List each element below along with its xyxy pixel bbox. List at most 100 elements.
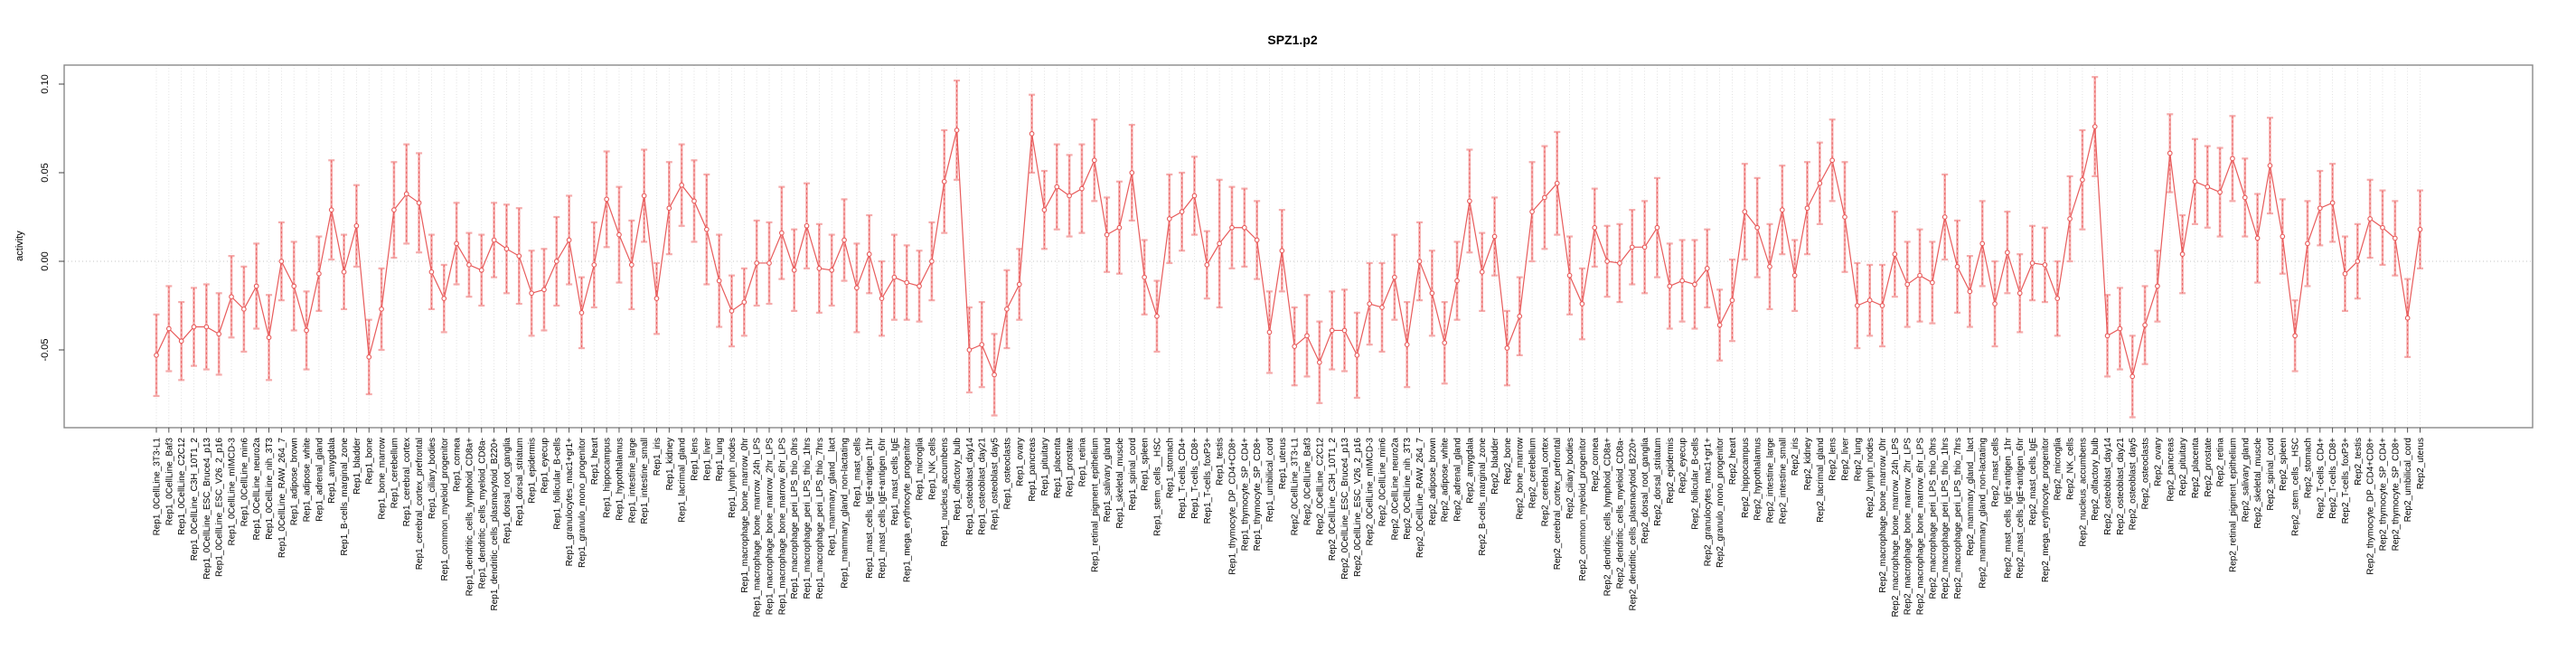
x-category-label: Rep2_bone_marrow [1516,437,1526,519]
data-point [616,231,622,238]
x-category-label: Rep2_retinal_pigment_epithelium [2228,438,2238,572]
x-category-label: Rep1_dorsal_root_ganglia [503,438,512,544]
x-category-label: Rep2_cerebral_cortex [1540,438,1550,526]
x-category-label: Rep1_cerebellum [390,438,400,508]
x-category-label: Rep1_0CellLine_ESC_Bruce4_p13 [202,438,212,580]
x-category-label: Rep1_0CellLine_C3H_10T1_2 [190,438,200,561]
data-point [1254,237,1260,243]
x-category-label: Rep2_B-cells_marginal_zone [1478,438,1488,556]
x-category-label: Rep2_dorsal_striatum [1653,438,1663,526]
x-category-label: Rep1_macrophage_bone_marrow_0hr [740,437,750,592]
x-category-label: Rep2_dorsal_root_ganglia [1641,438,1650,544]
x-category-label: Rep2_follicular_B-cells [1690,438,1700,530]
x-category-label: Rep2_osteoclasts [2141,438,2151,510]
data-point [2242,194,2248,201]
data-point [2292,333,2298,339]
data-point [2142,322,2148,328]
data-point [1329,327,1335,334]
x-category-label: Rep2_bladder [1490,437,1500,494]
data-point [2067,216,2073,222]
x-category-label: Rep2_0CellLine_3T3-L1 [1291,438,1301,536]
x-category-label: Rep2_cerebellum [1528,438,1538,508]
data-point [2104,333,2111,339]
x-category-label: Rep2_T-cells_foxP3+ [2341,438,2351,524]
data-point [591,262,597,268]
x-category-label: Rep1_0CellLine_C2C12 [177,438,187,535]
x-category-label: Rep2_thymocyte_SP_CD4+ [2378,438,2388,552]
data-point [1566,272,1573,278]
x-category-label: Rep2_0CellLine_neuro2a [1390,438,1400,541]
y-tick-label: 0.05 [40,163,51,182]
x-category-label: Rep2_adrenal_gland [1453,438,1463,522]
data-point [2179,251,2186,258]
data-point [2080,176,2085,183]
x-category-label: Rep1_osteoblast_day5 [991,438,1001,531]
x-category-label: Rep1_mammary_gland__lact [828,438,838,556]
data-point [1204,262,1210,268]
data-point [879,296,885,302]
x-category-label: Rep1_thymocyte_SP_CD8+ [1253,438,1263,552]
x-category-label: Rep2_0CellLine_ESC_Bruce4_p13 [1340,438,1350,580]
data-point [1304,333,1310,339]
data-point [466,262,472,268]
x-category-label: Rep1_umbilical_cord [1265,438,1275,522]
x-category-label: Rep2_lacrimal_gland [1816,438,1826,523]
data-point [2342,270,2348,277]
x-category-label: Rep1_mega_erythrocyte_progenitor [903,437,913,582]
x-category-label: Rep1_liver [702,437,712,480]
x-category-label: Rep2_hypothalamus [1753,438,1763,521]
x-category-label: Rep2_lens [1829,438,1838,481]
x-category-label: Rep1_cerebral_cortex_prefrontal [415,438,425,570]
x-category-label: Rep1_amygdala [327,438,337,504]
data-point [729,308,735,314]
x-category-label: Rep1_placenta [1053,438,1063,499]
x-category-label: Rep1_pancreas [1028,438,1038,502]
data-point [653,296,660,302]
data-point [778,230,785,236]
data-point [1129,170,1135,175]
data-point [1904,281,1911,288]
data-point [165,326,172,332]
data-point [1829,157,1836,164]
data-point [904,279,910,286]
x-category-label: Rep1_nucleus_accumbens [940,438,950,547]
x-category-label: Rep1_0CellLine_min6 [240,438,249,527]
x-category-label: Rep1_mast_cells_IgE+antigen_6hr [878,437,888,579]
x-category-label: Rep2_0CellLine_RAW_264_7 [1415,438,1425,558]
x-category-label: Rep1_0CellLine_Baf3 [165,438,174,526]
x-category-label: Rep2_iris [1791,438,1800,476]
x-category-label: Rep2_osteoblast_day5 [2129,438,2139,531]
x-category-label: Rep1_skeletal_muscle [1115,438,1125,529]
x-category-label: Rep1_lacrimal_gland [678,438,688,523]
data-point [1229,224,1235,231]
x-category-label: Rep2_liver [1840,437,1850,480]
data-point [1967,288,1973,295]
x-category-label: Rep2_ciliary_bodies [1565,438,1575,519]
x-category-label: Rep2_T-cells_CD8+ [2328,438,2338,519]
x-category-label: Rep1_B-cells_marginal_zone [340,438,350,556]
data-point [1992,301,1998,307]
x-axis: Rep1_0CellLine_3T3-L1 Rep1_0CellLine_Baf3… [153,428,2426,617]
data-point [992,372,997,378]
data-point [416,200,422,206]
plot-box [63,64,2534,429]
data-point [1241,224,1247,231]
data-point [1004,307,1010,312]
data-point [1491,233,1498,240]
x-category-label: Rep1_granulo_mono_progenitor [578,437,588,568]
data-point [428,269,435,275]
x-category-label: Rep1_macrophage_bone_marrow_2hr_LPS [766,438,776,616]
x-category-label: Rep1_testis [1216,438,1226,486]
x-category-label: Rep2_lymph_nodes [1866,438,1876,518]
data-point [454,241,459,247]
data-point [2129,373,2136,380]
data-point [553,259,559,264]
data-point [1917,272,1923,278]
data-point [1316,359,1322,365]
data-point [478,267,484,273]
data-point [829,267,835,273]
data-point [1667,283,1673,289]
data-point [917,283,922,289]
x-category-label: Rep1_intestine_small [640,438,650,524]
data-point [1091,157,1097,164]
